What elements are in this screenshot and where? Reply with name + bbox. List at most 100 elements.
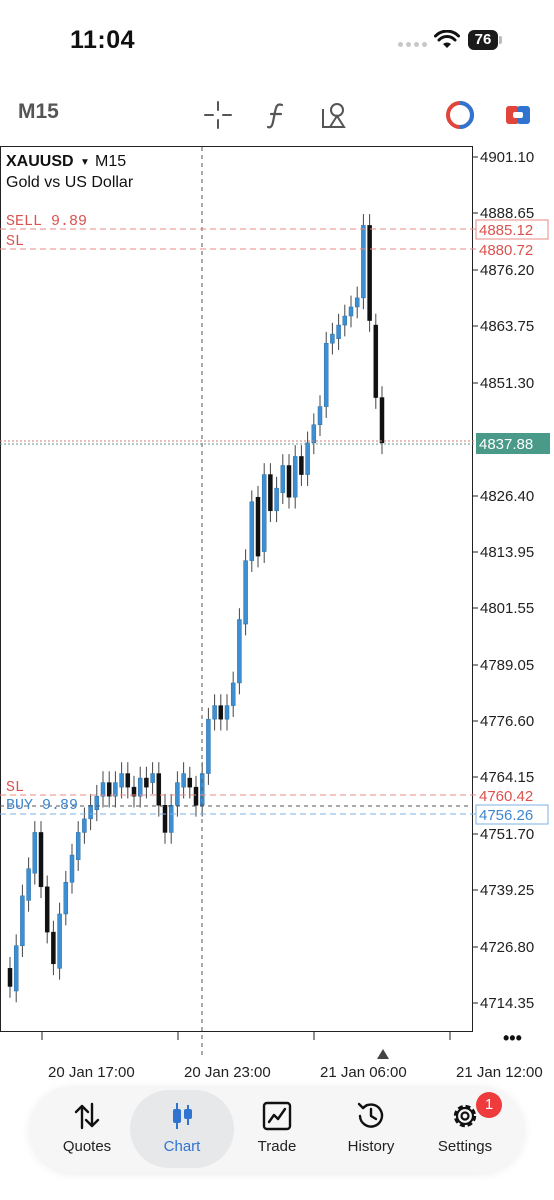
candle-body <box>224 705 230 720</box>
candle-body <box>218 705 224 720</box>
wifi-icon <box>434 30 460 48</box>
candle-body <box>100 782 106 797</box>
plot-area <box>0 146 473 1032</box>
candle-body <box>38 832 44 888</box>
candle-body <box>373 324 379 398</box>
price-tick-label: 4851.30 <box>480 375 534 392</box>
buy-sl-label: SL <box>6 779 24 796</box>
price-tick-label: 4801.55 <box>480 600 534 617</box>
candle-body <box>193 786 199 806</box>
time-tick-label: 20 Jan 17:00 <box>48 1064 135 1081</box>
price-tick-label: 4876.20 <box>480 262 534 279</box>
candle-body <box>168 805 174 833</box>
candle-body <box>237 619 242 684</box>
battery-icon: 76 <box>468 30 498 50</box>
candle-body <box>131 786 137 797</box>
nav-item-trade[interactable]: Trade <box>230 1090 324 1168</box>
price-tick-label: 4751.70 <box>480 826 534 843</box>
candle-body <box>367 225 372 321</box>
candle-body <box>113 782 118 797</box>
candle-body <box>342 315 348 326</box>
candlestick-series <box>7 214 385 1003</box>
sell-sl-label: SL <box>6 233 24 250</box>
sell-order-label: SELL 9.89 <box>6 213 87 230</box>
price-tick-label: 4776.60 <box>480 713 534 730</box>
price-tick-label: 4813.95 <box>480 544 534 561</box>
candle-body <box>75 832 81 860</box>
current-price-tag: 4837.88 <box>479 436 533 453</box>
candle-body <box>125 773 131 788</box>
candle-body <box>13 945 19 992</box>
nav-label-settings: Settings <box>437 1138 493 1155</box>
nav-label-history: History <box>347 1138 395 1155</box>
candle-body <box>336 324 341 339</box>
nav-label-trade: Trade <box>257 1138 297 1155</box>
history-clock-icon <box>357 1102 384 1128</box>
sell-price-tag-box <box>475 219 549 240</box>
candle-body <box>323 342 329 407</box>
candle-body <box>150 773 155 783</box>
time-tick-label: 20 Jan 23:00 <box>184 1064 271 1081</box>
candle-body <box>348 306 354 317</box>
battery-tip <box>499 36 502 44</box>
status-time: 11:04 <box>70 26 136 54</box>
candle-body <box>20 895 25 946</box>
candle-body <box>144 777 149 788</box>
sell-price-tag: 4885.12 <box>479 222 533 239</box>
nav-item-quotes[interactable]: Quotes <box>40 1090 134 1168</box>
candle-body <box>249 501 255 561</box>
price-chart[interactable]: XAUUSD ▼ M15 Gold vs US Dollar SELL 9.89… <box>0 146 554 1086</box>
candle-body <box>63 882 69 915</box>
candle-body <box>94 795 100 811</box>
candle-body <box>243 560 248 625</box>
chart-symbol[interactable]: XAUUSD <box>6 153 74 170</box>
candle-body <box>330 333 335 344</box>
price-tick-label: 4826.40 <box>480 488 534 505</box>
candle-body <box>181 773 186 788</box>
candle-body <box>268 474 273 512</box>
quotes-arrows-icon <box>74 1102 100 1130</box>
chart-shift-marker-icon <box>377 1049 389 1059</box>
one-click-trading-icon[interactable] <box>503 100 533 130</box>
candle-body <box>317 406 323 425</box>
candle-body <box>119 773 124 788</box>
candle-body <box>311 424 317 444</box>
candle-body <box>137 777 143 797</box>
nav-item-history[interactable]: History <box>324 1090 418 1168</box>
more-button[interactable]: ••• <box>503 1028 522 1048</box>
candle-body <box>255 496 261 557</box>
candle-body <box>106 782 112 797</box>
time-tick-label: 21 Jan 12:00 <box>456 1064 543 1081</box>
price-tick-label: 4714.35 <box>480 995 534 1012</box>
buy-price-tag-box <box>475 804 549 825</box>
chart-description: Gold vs US Dollar <box>6 174 134 191</box>
chart-timeframe: M15 <box>95 153 126 170</box>
price-axis: 4901.10 4888.65 4876.20 4863.75 4851.30 4826.… <box>472 149 534 1012</box>
nav-item-settings[interactable]: Settings <box>418 1090 512 1168</box>
candle-body <box>286 465 292 498</box>
objects-icon[interactable] <box>320 100 350 130</box>
candle-body <box>88 805 93 820</box>
account-icon[interactable] <box>445 100 475 130</box>
price-tick-label: 4789.05 <box>480 657 534 674</box>
crosshair-icon[interactable] <box>203 100 233 130</box>
price-tick-label: 4739.25 <box>480 882 534 899</box>
nav-label-quotes: Quotes <box>62 1138 112 1155</box>
function-icon[interactable] <box>262 100 292 130</box>
buy-sl-price-tag: 4760.42 <box>479 788 533 805</box>
candles-icon <box>173 1103 192 1129</box>
candle-body <box>175 782 180 806</box>
candle-body <box>361 225 366 299</box>
sell-sl-price-tag: 4880.72 <box>479 242 533 259</box>
time-tick-label: 21 Jan 06:00 <box>320 1064 407 1081</box>
timeframe-button[interactable]: M15 <box>18 100 59 123</box>
symbol-dropdown-icon[interactable]: ▼ <box>80 157 90 168</box>
nav-item-chart[interactable]: Chart <box>130 1090 234 1168</box>
candle-body <box>162 805 168 833</box>
candle-body <box>274 487 279 512</box>
candle-body <box>187 777 193 788</box>
price-tick-label: 4901.10 <box>480 149 534 166</box>
candle-body <box>44 886 50 933</box>
price-tick-label: 4726.80 <box>480 939 534 956</box>
candle-body <box>354 297 360 308</box>
